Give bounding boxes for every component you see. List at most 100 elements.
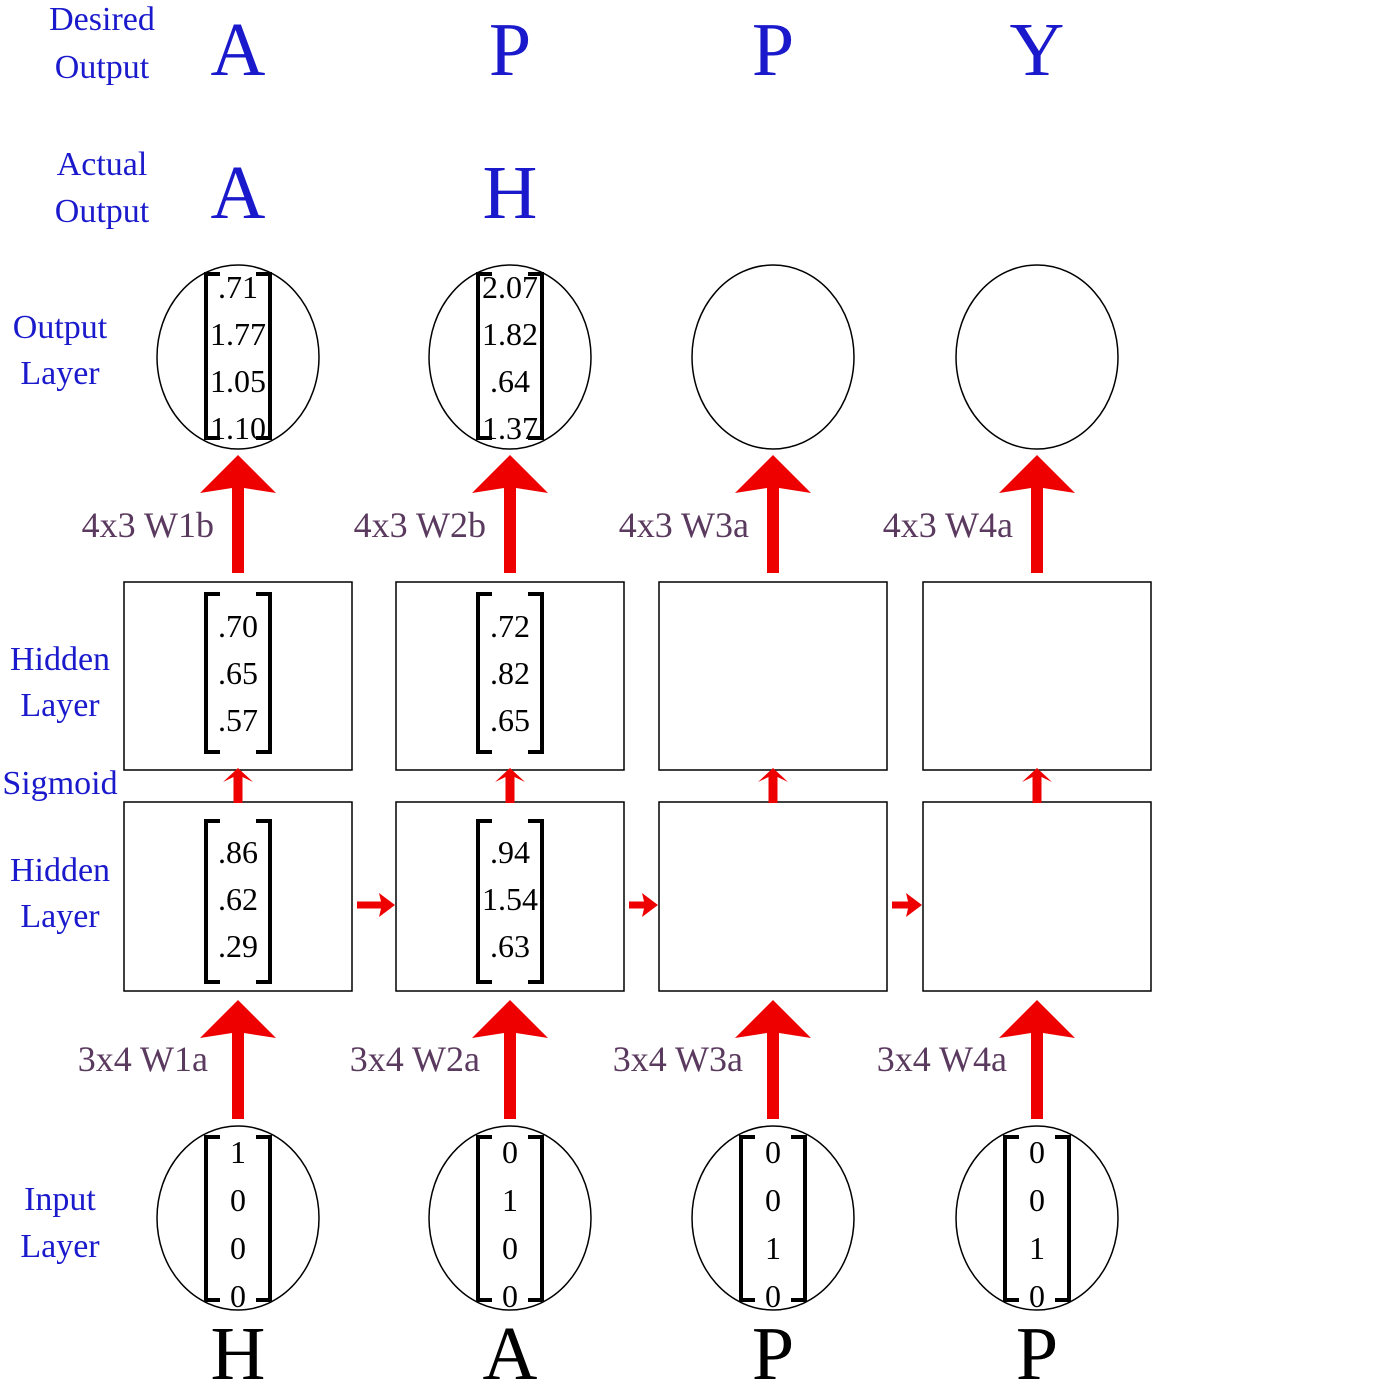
input-vector-value: 0 bbox=[230, 1278, 246, 1314]
input-weight-label: 3x4 W1a bbox=[78, 1039, 208, 1079]
output-weight-label: 4x3 W4a bbox=[883, 505, 1013, 545]
hidden-raw-vector-right-bracket bbox=[256, 819, 272, 984]
input-weight-arrow bbox=[735, 1000, 811, 1119]
column-1: AA .71 1.77 1.05 1.10 4x3 W1b .70 .65 .57 .86 .62.… bbox=[78, 8, 353, 1396]
sigmoid-arrow bbox=[758, 768, 788, 803]
input-vector-left-bracket bbox=[739, 1135, 755, 1302]
label-actual-output-line1: Actual bbox=[57, 146, 148, 183]
input-weight-arrow bbox=[200, 1000, 276, 1119]
input-weight-arrow bbox=[999, 1000, 1075, 1119]
output-node bbox=[955, 264, 1119, 450]
output-weight-label: 4x3 W1b bbox=[82, 505, 214, 545]
hidden-raw-vector-value: .94 bbox=[490, 834, 530, 870]
hidden-activated-vector-value: .72 bbox=[490, 608, 530, 644]
input-vector-value: 0 bbox=[230, 1230, 246, 1266]
output-vector-left-bracket bbox=[204, 272, 220, 440]
hidden-activated-vector-right-bracket bbox=[528, 592, 544, 754]
label-input-layer-line1: Input bbox=[24, 1181, 96, 1218]
input-vector-value: 0 bbox=[502, 1134, 518, 1170]
row-labels: Desired Output Actual Output Output Laye… bbox=[2, 1, 155, 1265]
hidden-raw-box bbox=[658, 801, 888, 992]
output-vector-value: 1.37 bbox=[482, 410, 538, 446]
output-vector-right-bracket bbox=[528, 272, 544, 440]
output-vector-value: .64 bbox=[490, 363, 530, 399]
hidden-raw-box bbox=[922, 801, 1152, 992]
input-vector-value: 0 bbox=[1029, 1134, 1045, 1170]
output-weight-label: 4x3 W3a bbox=[619, 505, 749, 545]
desired-output-char: P bbox=[752, 8, 794, 92]
label-desired-output-line1: Desired bbox=[49, 1, 155, 38]
input-vector-value: 1 bbox=[765, 1230, 781, 1266]
input-node bbox=[691, 1125, 855, 1311]
output-node bbox=[428, 264, 592, 450]
hidden-activated-vector-left-bracket bbox=[204, 592, 220, 754]
input-vector-right-bracket bbox=[528, 1135, 544, 1302]
input-vector-value: 0 bbox=[502, 1278, 518, 1314]
sigmoid-arrow bbox=[223, 768, 253, 803]
input-vector-value: 1 bbox=[502, 1182, 518, 1218]
label-output-layer-line1: Output bbox=[13, 309, 108, 346]
label-hidden-bottom-line2: Layer bbox=[20, 898, 100, 935]
hidden-raw-vector-value: .29 bbox=[218, 928, 258, 964]
input-vector-right-bracket bbox=[791, 1135, 807, 1302]
output-vector-value: 1.77 bbox=[210, 316, 266, 352]
input-vector-left-bracket bbox=[1003, 1135, 1019, 1302]
output-vector-value: 1.05 bbox=[210, 363, 266, 399]
input-char: P bbox=[752, 1312, 794, 1396]
hidden-activated-vector-left-bracket bbox=[476, 592, 492, 754]
output-vector-right-bracket bbox=[256, 272, 272, 440]
input-char: P bbox=[1016, 1312, 1058, 1396]
hidden-raw-vector-value: .62 bbox=[218, 881, 258, 917]
hidden-activated-vector-right-bracket bbox=[256, 592, 272, 754]
hidden-activated-vector-value: .57 bbox=[218, 702, 258, 738]
input-vector-value: 0 bbox=[1029, 1278, 1045, 1314]
input-vector-value: 0 bbox=[765, 1134, 781, 1170]
hidden-activated-box bbox=[922, 581, 1152, 771]
recurrent-arrow bbox=[892, 893, 922, 917]
hidden-activated-box bbox=[658, 581, 888, 771]
desired-output-char: A bbox=[211, 8, 266, 92]
input-node bbox=[156, 1125, 320, 1311]
hidden-raw-vector-right-bracket bbox=[528, 819, 544, 984]
label-input-layer-line2: Layer bbox=[20, 1228, 100, 1265]
output-node bbox=[691, 264, 855, 450]
label-hidden-bottom-line1: Hidden bbox=[10, 852, 110, 889]
input-vector-right-bracket bbox=[1055, 1135, 1071, 1302]
desired-output-char: P bbox=[489, 8, 531, 92]
output-weight-arrow bbox=[472, 455, 548, 573]
output-vector-value: 1.82 bbox=[482, 316, 538, 352]
input-vector-left-bracket bbox=[476, 1135, 492, 1302]
hidden-raw-vector-value: 1.54 bbox=[482, 881, 538, 917]
label-hidden-top-line1: Hidden bbox=[10, 641, 110, 678]
sigmoid-arrow bbox=[1022, 768, 1052, 803]
label-output-layer-line2: Layer bbox=[20, 355, 100, 392]
hidden-raw-vector-value: .86 bbox=[218, 834, 258, 870]
input-char: A bbox=[483, 1312, 538, 1396]
output-weight-arrow bbox=[999, 455, 1075, 573]
output-node bbox=[156, 264, 320, 450]
input-vector-value: 0 bbox=[230, 1182, 246, 1218]
actual-output-char: H bbox=[483, 151, 538, 235]
actual-output-char: A bbox=[211, 151, 266, 235]
input-weight-label: 3x4 W2a bbox=[350, 1039, 480, 1079]
input-vector-value: 1 bbox=[230, 1134, 246, 1170]
label-desired-output-line2: Output bbox=[55, 49, 150, 86]
desired-output-char: Y bbox=[1010, 8, 1065, 92]
label-actual-output-line2: Output bbox=[55, 193, 150, 230]
output-weight-arrow bbox=[735, 455, 811, 573]
recurrent-arrow bbox=[357, 893, 395, 917]
input-weight-arrow bbox=[472, 1000, 548, 1119]
input-weight-label: 3x4 W4a bbox=[877, 1039, 1007, 1079]
hidden-raw-vector-left-bracket bbox=[476, 819, 492, 984]
label-hidden-top-line2: Layer bbox=[20, 687, 100, 724]
hidden-raw-vector-left-bracket bbox=[204, 819, 220, 984]
output-vector-value: 1.10 bbox=[210, 410, 266, 446]
recurrent-arrow bbox=[629, 893, 658, 917]
column-2: PH 2.07 1.82 .64 1.37 4x3 W2b .72 .82 .65 .94 1.54… bbox=[350, 8, 625, 1396]
input-vector-right-bracket bbox=[256, 1135, 272, 1302]
output-vector-value: 2.07 bbox=[482, 269, 538, 305]
